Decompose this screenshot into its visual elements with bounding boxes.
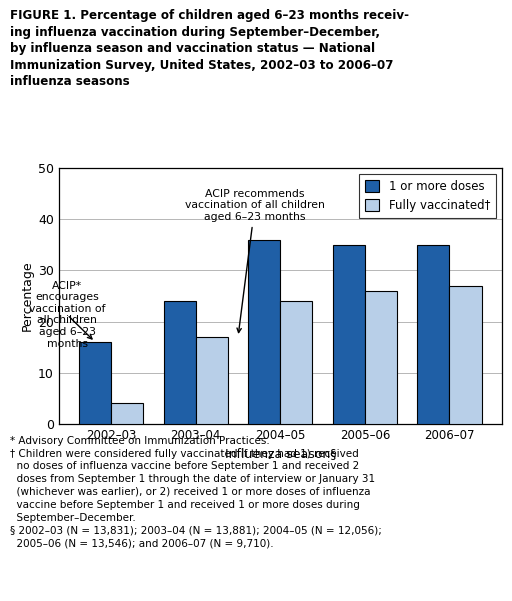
Bar <box>333 245 365 424</box>
Bar <box>111 403 143 424</box>
Text: ACIP*
encourages
vaccination of
all children
aged 6–23
months: ACIP* encourages vaccination of all chil… <box>29 281 105 349</box>
Legend: 1 or more doses, Fully vaccinated†: 1 or more doses, Fully vaccinated† <box>359 174 496 218</box>
Bar <box>280 301 312 424</box>
Text: FIGURE 1. Percentage of children aged 6–23 months receiv-
ing influenza vaccinat: FIGURE 1. Percentage of children aged 6–… <box>10 9 409 88</box>
Bar <box>79 342 111 424</box>
Bar <box>417 245 450 424</box>
Bar <box>450 286 482 424</box>
Bar <box>196 337 228 424</box>
Bar <box>248 240 280 424</box>
Y-axis label: Percentage: Percentage <box>21 261 34 331</box>
Bar <box>365 291 397 424</box>
X-axis label: Influenza season§: Influenza season§ <box>225 447 336 460</box>
Text: * Advisory Committee on Immunization Practices.
† Children were considered fully: * Advisory Committee on Immunization Pra… <box>10 436 382 548</box>
Text: ACIP recommends
vaccination of all children
aged 6–23 months: ACIP recommends vaccination of all child… <box>185 189 325 332</box>
Bar <box>164 301 196 424</box>
